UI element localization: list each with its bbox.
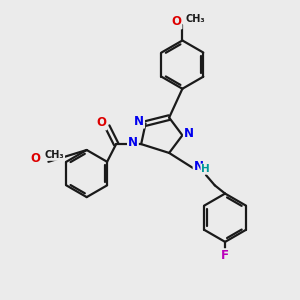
Text: N: N [184, 127, 194, 140]
Text: N: N [128, 136, 138, 149]
Text: CH₃: CH₃ [45, 150, 64, 160]
Text: O: O [30, 152, 40, 165]
Text: N: N [194, 160, 204, 173]
Text: F: F [221, 249, 229, 262]
Text: O: O [96, 116, 106, 129]
Text: H: H [201, 164, 210, 174]
Text: O: O [172, 15, 182, 28]
Text: N: N [134, 115, 144, 128]
Text: CH₃: CH₃ [185, 14, 205, 24]
